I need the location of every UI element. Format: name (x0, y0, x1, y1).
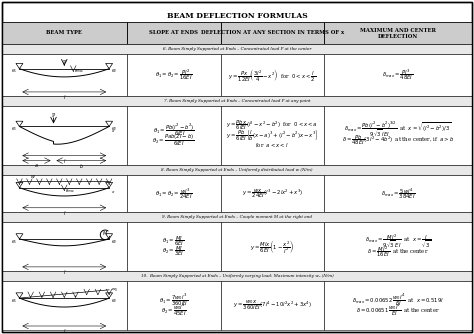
Polygon shape (106, 63, 113, 69)
Text: BEAM TYPE: BEAM TYPE (46, 30, 82, 35)
Polygon shape (106, 182, 113, 188)
Text: $\theta_1 = \theta_2 = \dfrac{Pl^2}{16EI}$: $\theta_1 = \theta_2 = \dfrac{Pl^2}{16EI… (155, 67, 192, 82)
Text: $\theta_2$: $\theta_2$ (111, 297, 117, 305)
Bar (220, 106, 324, 165)
Text: $\theta_2$: $\theta_2$ (111, 68, 117, 75)
Bar (2, 212, 472, 222)
Text: $\delta_{max}$: $\delta_{max}$ (65, 187, 76, 194)
Bar (324, 281, 472, 330)
Text: $l$: $l$ (63, 93, 66, 101)
Text: $a$: $a$ (34, 162, 39, 169)
Bar (324, 54, 472, 96)
Bar (127, 175, 220, 212)
Text: for  $a < x < l$: for $a < x < l$ (255, 141, 289, 149)
Bar (2, 44, 472, 54)
Bar (2, 175, 127, 212)
Text: BEAM DEFLECTION FORMULAS: BEAM DEFLECTION FORMULAS (167, 12, 307, 20)
Text: $M$: $M$ (102, 229, 108, 237)
Text: $\theta_2 = \dfrac{Ml}{3EI}$: $\theta_2 = \dfrac{Ml}{3EI}$ (163, 244, 185, 258)
Text: $l$: $l$ (63, 157, 66, 165)
Text: $\theta_2$: $\theta_2$ (111, 238, 117, 245)
Text: P: P (52, 113, 55, 118)
Text: $y = \dfrac{wx}{24EI}\left(l^3 - 2lx^2 + x^3\right)$: $y = \dfrac{wx}{24EI}\left(l^3 - 2lx^2 +… (242, 187, 303, 199)
Bar (127, 106, 220, 165)
Text: $\delta = \dfrac{Pb}{48EI}(3l^2-4b^2)$  at the center, if  $a > b$: $\delta = \dfrac{Pb}{48EI}(3l^2-4b^2)$ a… (342, 134, 454, 147)
Bar (220, 22, 324, 44)
Text: $\theta_1 = \theta_2 = \dfrac{wl^3}{24EI}$: $\theta_1 = \theta_2 = \dfrac{wl^3}{24EI… (155, 186, 192, 201)
Bar (220, 54, 324, 96)
Text: $\delta = 0.00651\,\dfrac{w_0 l^4}{EI}$  at the center: $\delta = 0.00651\,\dfrac{w_0 l^4}{EI}$ … (356, 303, 440, 318)
Bar (324, 175, 472, 212)
Bar (324, 222, 472, 271)
Text: $y = \dfrac{w_0 x}{360lEI}\left(7l^4 - 10l^2x^2 + 3x^4\right)$: $y = \dfrac{w_0 x}{360lEI}\left(7l^4 - 1… (233, 299, 312, 312)
Polygon shape (16, 182, 23, 188)
Bar (2, 54, 127, 96)
Text: SLOPE AT ENDS: SLOPE AT ENDS (149, 30, 198, 35)
Bar (2, 96, 472, 106)
Text: 7. Beam Simply Supported at Ends – Concentrated load P at any point: 7. Beam Simply Supported at Ends – Conce… (164, 99, 310, 103)
Text: $\theta_1$: $\theta_1$ (11, 68, 18, 75)
Polygon shape (106, 234, 113, 239)
Bar (220, 281, 324, 330)
Text: $\delta_{max} = 0.00652\,\dfrac{w_0 l^4}{EI}$  at  $x = 0.519l$: $\delta_{max} = 0.00652\,\dfrac{w_0 l^4}… (352, 293, 444, 308)
Text: $l$: $l$ (63, 209, 66, 217)
Polygon shape (106, 121, 113, 127)
Text: 6. Beam Simply Supported at Ends – Concentrated load P at the center: 6. Beam Simply Supported at Ends – Conce… (163, 47, 311, 51)
Text: DEFLECTION: DEFLECTION (378, 33, 418, 38)
Text: $y = \dfrac{Mlx}{6EI}\left(1 - \dfrac{x^2}{l^2}\right)$: $y = \dfrac{Mlx}{6EI}\left(1 - \dfrac{x^… (250, 238, 294, 255)
Text: $\delta = \dfrac{Ml^2}{16EI}$  at the center: $\delta = \dfrac{Ml^2}{16EI}$ at the cen… (367, 244, 429, 259)
Text: P: P (63, 60, 66, 65)
Text: $\delta_{max} = \dfrac{Ml^2}{9\sqrt{3}\,EI}$  at  $x = \dfrac{l}{\sqrt{3}}$: $\delta_{max} = \dfrac{Ml^2}{9\sqrt{3}\,… (365, 233, 431, 250)
Text: $w_0$: $w_0$ (111, 286, 118, 294)
Bar (2, 271, 472, 281)
Polygon shape (16, 293, 23, 298)
Bar (220, 175, 324, 212)
Text: $\theta_1$: $\theta_1$ (11, 297, 18, 305)
Bar (324, 106, 472, 165)
Text: $\delta_{max} = \dfrac{5wl^4}{384EI}$: $\delta_{max} = \dfrac{5wl^4}{384EI}$ (381, 186, 415, 201)
Text: $\theta_2 = \dfrac{Pab(2l-b)}{6lEI}$: $\theta_2 = \dfrac{Pab(2l-b)}{6lEI}$ (152, 133, 195, 148)
Text: $\delta_{max} = \dfrac{Pb(l^2-b^2)^{3/2}}{9\sqrt{3}\,lEI}$  at  $x = \sqrt{(l^2-: $\delta_{max} = \dfrac{Pb(l^2-b^2)^{3/2}… (344, 121, 452, 139)
Text: $\delta_{max} = \dfrac{Pl^3}{48EI}$: $\delta_{max} = \dfrac{Pl^3}{48EI}$ (383, 67, 414, 82)
Text: $\theta_1$: $\theta_1$ (11, 238, 18, 245)
Text: $\theta_1 = \dfrac{7w_0l^3}{360EI}$: $\theta_1 = \dfrac{7w_0l^3}{360EI}$ (159, 293, 188, 308)
Bar (220, 222, 324, 271)
Text: $b$: $b$ (79, 162, 84, 170)
Bar (2, 222, 127, 271)
Bar (127, 281, 220, 330)
Text: 10.  Beam Simply Supported at Ends – Uniformly varying load: Maximum intensity w: 10. Beam Simply Supported at Ends – Unif… (141, 274, 333, 278)
Text: DEFLECTION AT ANY SECTION IN TERMS OF x: DEFLECTION AT ANY SECTION IN TERMS OF x (201, 30, 344, 35)
Polygon shape (16, 234, 23, 239)
Bar (2, 22, 127, 44)
Text: 8. Beam Simply Supported at Ends – Uniformly distributed load w (N/m): 8. Beam Simply Supported at Ends – Unifo… (161, 168, 313, 172)
Text: $\theta_2 = \dfrac{w_0l^3}{45EI}$: $\theta_2 = \dfrac{w_0l^3}{45EI}$ (161, 303, 186, 318)
Text: $\theta_2$: $\theta_2$ (111, 126, 117, 133)
Text: MAXIMUM AND CENTER: MAXIMUM AND CENTER (360, 27, 436, 32)
Polygon shape (16, 63, 23, 69)
Text: $y = \dfrac{Pbx}{6lEI}(l^2 - x^2 - b^2)$  for  $0 < x < a$: $y = \dfrac{Pbx}{6lEI}(l^2 - x^2 - b^2)$… (226, 119, 318, 132)
Bar (2, 281, 127, 330)
Text: $l$: $l$ (63, 268, 66, 276)
Bar (127, 54, 220, 96)
Text: $l$: $l$ (63, 327, 66, 334)
Text: $\theta_1$: $\theta_1$ (11, 126, 18, 133)
Text: $x$: $x$ (111, 128, 116, 134)
Text: $x$: $x$ (111, 189, 116, 195)
Polygon shape (16, 121, 23, 127)
Bar (127, 222, 220, 271)
Text: $w$: $w$ (30, 173, 36, 180)
Polygon shape (106, 293, 113, 298)
Text: $y = \dfrac{Px}{12EI}\left(\dfrac{3l^2}{4} - x^2\right)$  for  $0 < x < \dfrac{l: $y = \dfrac{Px}{12EI}\left(\dfrac{3l^2}{… (228, 67, 316, 83)
Bar (2, 165, 472, 175)
Text: 9. Beam Simply Supported at Ends – Couple moment M at the right end: 9. Beam Simply Supported at Ends – Coupl… (162, 215, 312, 219)
Bar (2, 106, 127, 165)
Bar (324, 22, 472, 44)
Bar (127, 22, 220, 44)
Text: $\theta_1 = \dfrac{Pb(l^2-b^2)}{6lEI}$: $\theta_1 = \dfrac{Pb(l^2-b^2)}{6lEI}$ (153, 122, 194, 138)
Text: $\theta_1 = \dfrac{Ml}{6EI}$: $\theta_1 = \dfrac{Ml}{6EI}$ (163, 234, 185, 248)
Text: $y = \dfrac{Pb}{6lEI}\left[\dfrac{l}{b}(x-a)^3 + (l^2-b^2)x - x^3\right]$: $y = \dfrac{Pb}{6lEI}\left[\dfrac{l}{b}(… (226, 128, 318, 142)
Text: $\delta_{max}$: $\delta_{max}$ (74, 68, 84, 75)
